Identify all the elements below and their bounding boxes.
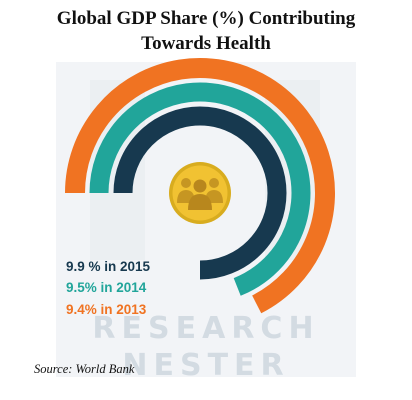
watermark-text-1: RESEARCH (92, 311, 319, 346)
radial-arcs (65, 58, 335, 314)
watermark-text-2: NESTER (122, 348, 289, 383)
chart-title-line1: Global GDP Share (%) Contributing (56, 8, 356, 29)
chart-title-line2: Towards Health (141, 33, 271, 54)
chart-title: Global GDP Share (%) Contributing Toward… (0, 6, 412, 56)
source-note: Source: World Bank (34, 362, 135, 376)
legend: 9.9 % in 2015 9.5% in 2014 9.4% in 2013 (66, 259, 151, 317)
legend-label-2013: 9.4% in 2013 (66, 302, 147, 317)
people-group-icon (169, 162, 231, 224)
arc-2013 (65, 58, 335, 314)
legend-label-2015: 9.9 % in 2015 (66, 259, 151, 274)
arc-2014 (89, 82, 311, 296)
legend-label-2014: 9.5% in 2014 (66, 280, 147, 295)
arc-2015 (113, 106, 287, 280)
